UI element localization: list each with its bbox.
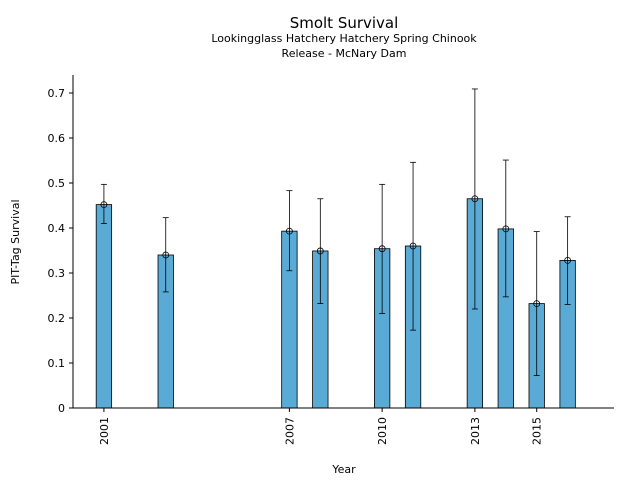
y-tick-label: 0.6 bbox=[48, 132, 66, 145]
plot-area: 0 0.1 0.2 0.3 0.4 0.5 0.6 0.7 2001 2007 2010 2013 20… bbox=[48, 87, 576, 445]
y-tick-label: 0.2 bbox=[48, 312, 66, 325]
point-marker bbox=[533, 300, 541, 308]
y-tick-label: 0.1 bbox=[48, 357, 66, 370]
chart-subtitle-line-1: Lookingglass Hatchery Hatchery Spring Ch… bbox=[211, 32, 477, 45]
x-tick-label: 2007 bbox=[283, 417, 296, 445]
x-tick-label: 2013 bbox=[469, 417, 482, 445]
point-marker bbox=[502, 225, 510, 233]
y-tick-label: 0.3 bbox=[48, 267, 66, 280]
y-tick-label: 0 bbox=[58, 402, 65, 415]
point-marker bbox=[100, 201, 108, 209]
point-marker bbox=[409, 242, 417, 250]
x-tick-label: 2010 bbox=[376, 417, 389, 445]
x-tick-label: 2015 bbox=[531, 417, 544, 445]
y-tick-label: 0.4 bbox=[48, 222, 66, 235]
point-marker bbox=[564, 256, 572, 264]
point-marker bbox=[378, 245, 386, 253]
y-tick-label: 0.5 bbox=[48, 177, 66, 190]
point-marker bbox=[316, 247, 324, 255]
point-marker bbox=[285, 227, 293, 235]
x-tick-label: 2001 bbox=[98, 417, 111, 445]
bar bbox=[95, 204, 113, 409]
y-axis-label: PIT-Tag Survival bbox=[9, 199, 22, 284]
y-tick-label: 0.7 bbox=[48, 87, 66, 100]
point-marker bbox=[162, 251, 170, 259]
point-marker bbox=[471, 195, 479, 203]
x-axis-label: Year bbox=[331, 463, 356, 476]
chart-title: Smolt Survival bbox=[290, 14, 399, 32]
chart-subtitle-line-2: Release - McNary Dam bbox=[282, 47, 407, 60]
